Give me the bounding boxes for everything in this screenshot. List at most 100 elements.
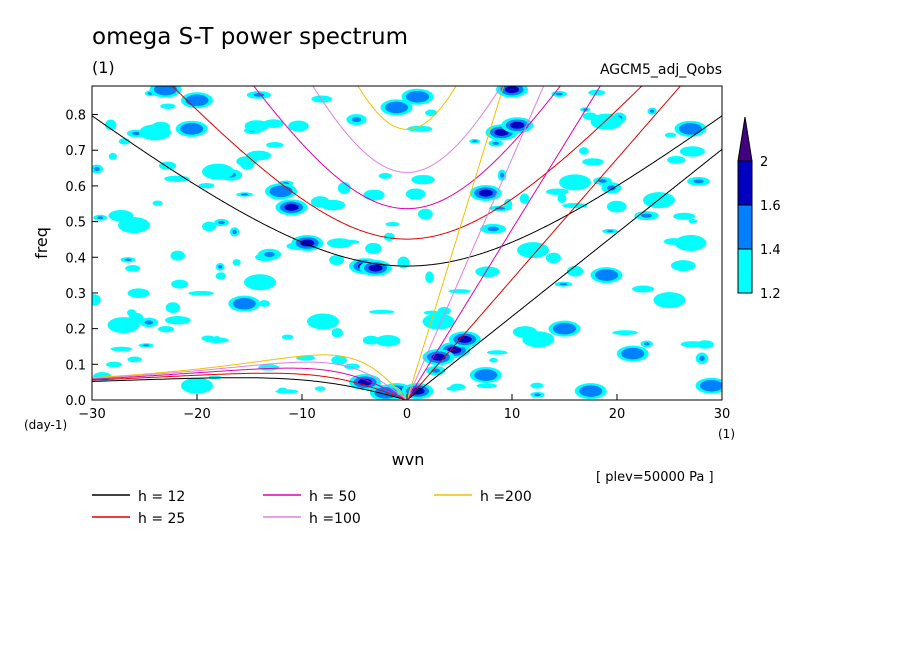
noise-speck-core [94, 166, 100, 171]
axes: −30 −20 −10 0 10 20 30 0.0 0.1 0.2 0.3 0.4 0.5 0.6 0.7… [65, 109, 730, 422]
noise-speck [106, 361, 122, 368]
noise-speck [202, 221, 217, 232]
noise-speck [679, 146, 705, 157]
noise-speck-core [492, 141, 500, 145]
noise-speck [125, 265, 141, 272]
noise-speck [489, 357, 498, 363]
noise-speck [236, 156, 257, 167]
noise-speck [158, 161, 177, 170]
noise-speck-core [97, 216, 104, 220]
power-blob-level-2 [594, 269, 619, 281]
noise-speck [375, 335, 401, 347]
x-tick-label: 20 [609, 407, 626, 422]
colorbar-level-label: 2 [760, 155, 768, 170]
noise-speck [160, 103, 176, 109]
noise-speck [188, 290, 214, 296]
power-blob-level-4 [451, 348, 457, 352]
noise-speck [329, 254, 345, 266]
noise-speck [201, 335, 216, 342]
rossby-curve [92, 377, 407, 400]
run-name: AGCM5_adj_Qobs [599, 62, 722, 78]
y-tick-label: 0.5 [65, 216, 86, 231]
y-axis-title: freq [32, 227, 51, 259]
noise-speck [673, 212, 696, 220]
power-blob-level-1 [653, 292, 686, 309]
noise-speck [680, 341, 705, 348]
noise-speck-core [232, 229, 237, 234]
noise-speck [545, 188, 569, 195]
noise-speck [108, 152, 117, 160]
colorbar: 1.2 1.4 1.6 2 [737, 116, 781, 302]
y-tick-label: 0.7 [65, 144, 86, 159]
power-blob-level-2 [269, 185, 293, 198]
noise-speck [363, 189, 385, 201]
legend-label: h =200 [480, 489, 532, 505]
legend-label: h = 50 [309, 489, 356, 505]
x-tick-label: 0 [403, 407, 411, 422]
power-blob-level-1 [643, 192, 675, 209]
noise-speck [165, 302, 181, 314]
colorbar-swatch [737, 248, 753, 294]
noise-speck [667, 155, 686, 164]
noise-speck [152, 200, 163, 206]
kelvin-curve [406, 148, 722, 400]
colorbar-arrow [737, 116, 753, 162]
noise-speck-core [699, 355, 705, 361]
noise-speck [487, 350, 508, 355]
noise-speck [582, 158, 604, 166]
rossby-curve [92, 372, 407, 400]
noise-speck-core [472, 140, 478, 143]
noise-speck [378, 172, 392, 179]
legend: h = 12 h = 25 h = 50 h =100 h =200 [92, 489, 532, 527]
colorbar-swatch [737, 160, 753, 206]
noise-speck [405, 188, 426, 200]
rossby-curve [92, 361, 407, 400]
power-blob-level-3 [300, 239, 315, 247]
noise-speck [368, 309, 395, 314]
noise-speck-core [598, 179, 607, 183]
noise-speck [92, 294, 101, 306]
noise-speck [437, 306, 451, 315]
noise-speck [110, 346, 133, 352]
noise-speck [545, 252, 561, 264]
noise-speck-core [606, 185, 616, 191]
noise-speck-core [264, 251, 275, 258]
inertia-gravity-curve [171, 86, 643, 240]
noise-speck-core [351, 117, 362, 123]
legend-label: h = 25 [138, 511, 185, 527]
noise-speck [344, 363, 360, 370]
noise-speck-core [500, 172, 504, 178]
y-tick-label: 0.8 [65, 109, 86, 124]
noise-speck [664, 132, 677, 138]
power-blob-level-1 [522, 331, 555, 348]
noise-speck-core [559, 283, 568, 286]
power-blob-level-2 [621, 347, 645, 360]
noise-speck [519, 193, 530, 204]
power-blob-level-1 [674, 235, 707, 251]
y-tick-label: 0.2 [65, 323, 86, 338]
chart-title: omega S-T power spectrum [92, 24, 409, 50]
power-blob-level-3 [504, 86, 520, 94]
legend-label: h = 12 [138, 489, 185, 505]
power-blob-level-3 [510, 121, 525, 129]
noise-speck [127, 356, 142, 363]
noise-speck-core [131, 131, 141, 136]
kelvin-curve [406, 86, 545, 400]
kelvin-curve [406, 86, 601, 400]
power-blob-level-2 [474, 369, 498, 381]
noise-speck [688, 218, 698, 224]
power-blob-level-1 [307, 313, 339, 330]
power-blob-level-2 [678, 123, 703, 135]
legend-label: h =100 [309, 511, 361, 527]
noise-speck [566, 265, 584, 277]
y-tick-label: 0.6 [65, 180, 86, 195]
inertia-gravity-curve [357, 86, 457, 130]
colorbar-level-label: 1.4 [760, 243, 781, 258]
noise-speck-core [555, 92, 563, 96]
noise-speck [320, 199, 346, 211]
noise-speck-core [218, 220, 225, 225]
noise-speck [425, 109, 438, 116]
noise-speck-core [240, 193, 249, 196]
noise-speck [171, 279, 189, 289]
noise-speck [215, 272, 226, 280]
